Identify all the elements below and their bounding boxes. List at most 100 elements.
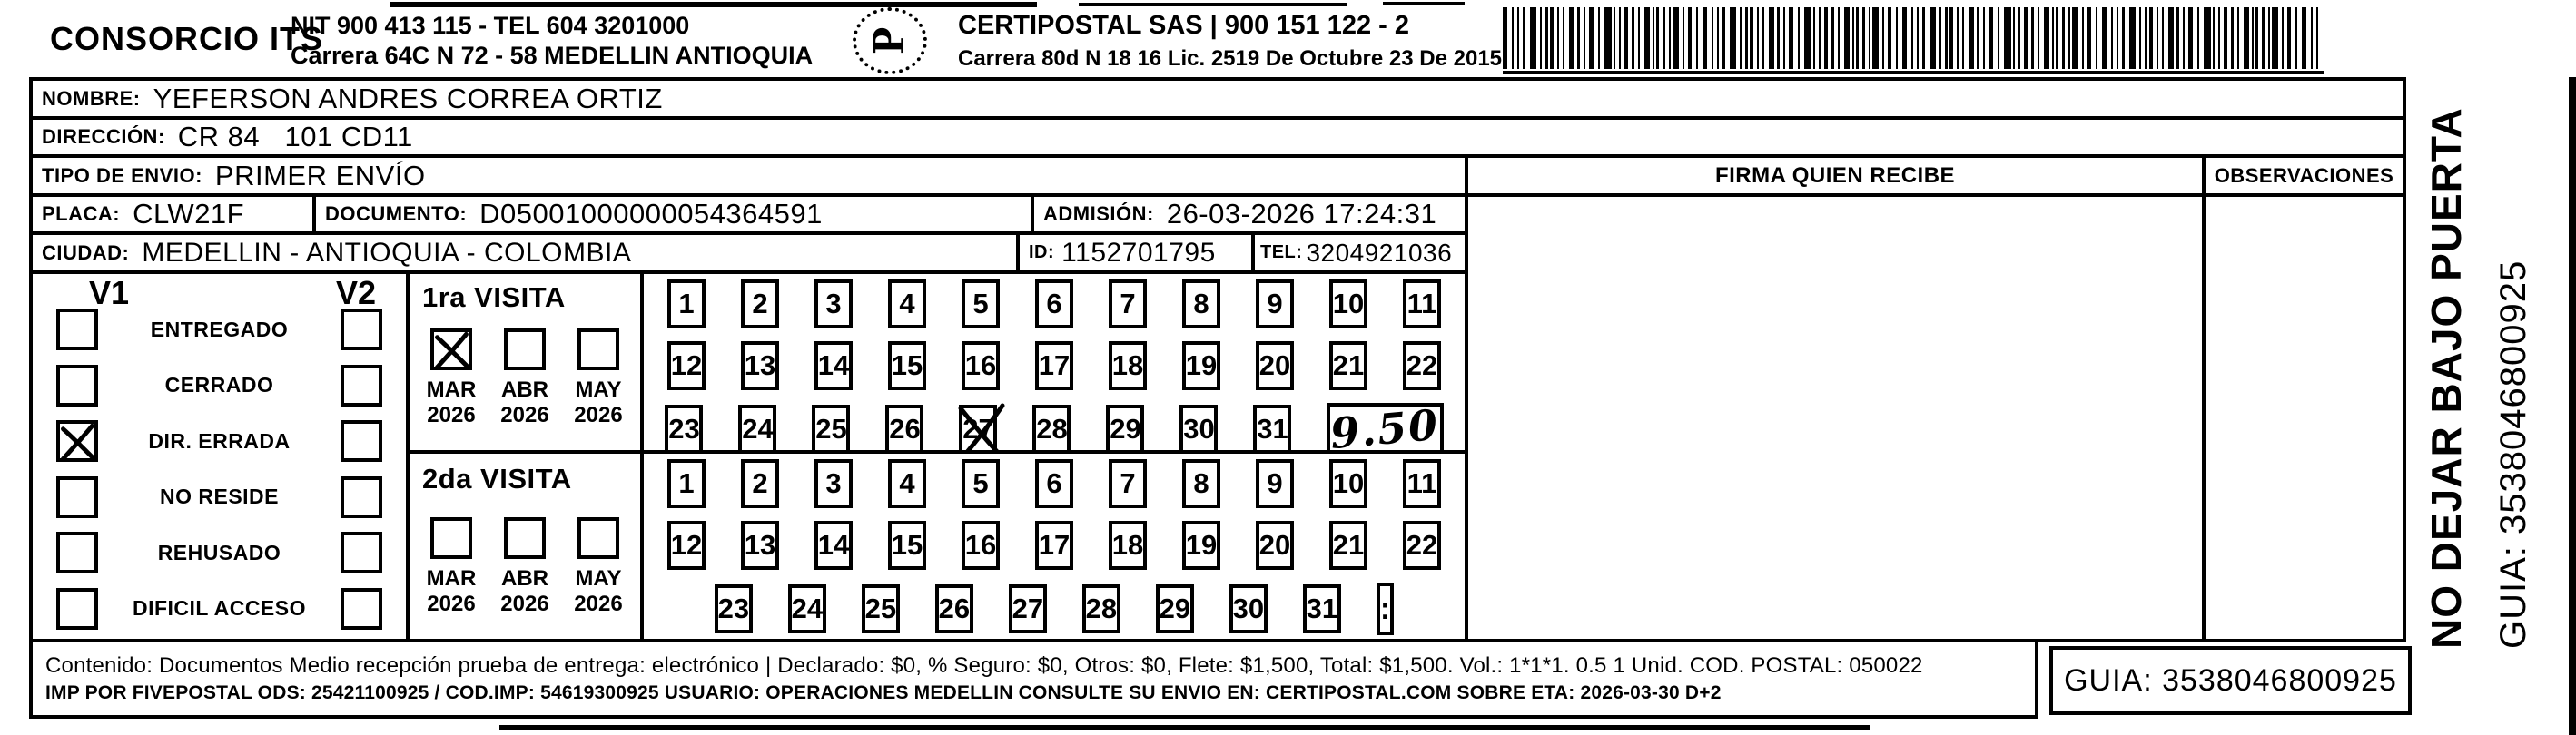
- v1-checkbox: [56, 364, 98, 407]
- v1-column-label: V1: [89, 274, 130, 311]
- status-checklist: ENTREGADO CERRADO DIR. ERRADA NO RESIDE REHU…: [33, 307, 406, 635]
- observaciones-area: [2202, 193, 2406, 642]
- scan-edge-line: [2569, 77, 2576, 735]
- v1-checkbox: [56, 420, 98, 463]
- month-checkbox: [504, 517, 546, 559]
- day-cell: 5: [962, 459, 1000, 508]
- day-cell: 3: [814, 459, 853, 508]
- day-cell: 10: [1329, 459, 1367, 508]
- scan-artifact-line: [1383, 2, 1465, 5]
- footer-content-line: Contenido: Documentos Medio recepción pr…: [45, 653, 1923, 678]
- admision-cell: ADMISIÓN: 26-03-2026 17:24:31: [1031, 193, 1468, 235]
- status-label: CERRADO: [164, 373, 274, 397]
- scan-artifact-line: [390, 2, 1037, 7]
- day-cell: 23: [714, 584, 753, 633]
- day-cell: 2: [741, 279, 779, 328]
- day-cell: 31: [1253, 405, 1292, 450]
- v1-checkbox: [56, 475, 98, 518]
- visit2-day-grid: 1 2 3 4 5 6 7 8 9 10 11 12 13 14 15 16 17 18 19 20 21 22 23 24 2…: [640, 450, 1468, 642]
- day-cell: 24: [787, 584, 826, 633]
- day-cell: 4: [888, 459, 926, 508]
- sender-company-name: CONSORCIO ITS: [50, 20, 324, 57]
- tipo-envio-label: TIPO DE ENVIO:: [42, 163, 202, 187]
- day-cell: 16: [962, 521, 1000, 570]
- month-option: ABR 2026: [496, 328, 554, 428]
- day-cell: 24: [738, 405, 777, 450]
- day-cell: 25: [812, 405, 851, 450]
- status-row: DIR. ERRADA: [56, 420, 382, 463]
- tel-label: TEL:: [1260, 242, 1303, 262]
- month-year: 2026: [500, 592, 549, 616]
- documento-label: DOCUMENTO:: [325, 202, 468, 225]
- month-option: ABR 2026: [496, 517, 554, 617]
- day-cell: 11: [1403, 459, 1441, 508]
- day-cell: 19: [1182, 521, 1220, 570]
- status-row: CERRADO: [56, 364, 382, 407]
- placa-label: PLACA:: [42, 202, 121, 225]
- observaciones-header: OBSERVACIONES: [2214, 163, 2394, 187]
- sender-address: Carrera 64C N 72 - 58 MEDELLIN ANTIOQUIA: [291, 42, 814, 69]
- day-cell: 22: [1403, 521, 1441, 570]
- footer-info-box: Contenido: Documentos Medio recepción pr…: [29, 639, 2038, 719]
- side-note-guia: GUIA: 3538046800925: [2493, 260, 2533, 649]
- day-cell: 29: [1106, 405, 1145, 450]
- v2-checkbox: [341, 364, 382, 407]
- day-cell: 21: [1329, 521, 1367, 570]
- month-year: 2026: [500, 403, 549, 427]
- id-cell: ID: 1152701795: [1016, 231, 1255, 274]
- v2-checkbox: [341, 420, 382, 463]
- day-cell: 6: [1035, 279, 1073, 328]
- visit1-title: 1ra VISITA: [422, 281, 566, 313]
- day-cell: 28: [1081, 584, 1120, 633]
- id-label: ID:: [1029, 242, 1055, 262]
- day-cell: 14: [814, 341, 853, 390]
- v2-column-label: V2: [336, 274, 377, 311]
- day-grid-row: 12 13 14 15 16 17 18 19 20 21 22: [667, 521, 1441, 570]
- v2-checkbox: [341, 309, 382, 350]
- day-cell: 5: [962, 279, 1000, 328]
- day-grid-row: 1 2 3 4 5 6 7 8 9 10 11: [667, 459, 1441, 508]
- day-cell: 9: [1256, 279, 1294, 328]
- day-cell: 30: [1179, 405, 1219, 450]
- carrier-name: CERTIPOSTAL SAS | 900 151 122 - 2: [958, 11, 1410, 40]
- status-row: NO RESIDE: [56, 475, 382, 518]
- placa-cell: PLACA: CLW21F: [29, 193, 316, 235]
- day-cell: 12: [667, 521, 706, 570]
- v1-checkbox: [56, 309, 98, 350]
- day-cell: 14: [814, 521, 853, 570]
- status-label: NO RESIDE: [159, 485, 280, 509]
- day-cell: 7: [1109, 279, 1147, 328]
- placa-value: CLW21F: [133, 198, 245, 230]
- time-cell: :: [1376, 583, 1395, 635]
- tipo-envio-row: TIPO DE ENVIO: PRIMER ENVÍO: [29, 154, 1468, 197]
- month-year: 2026: [574, 403, 623, 427]
- status-label: REHUSADO: [157, 540, 281, 564]
- nombre-label: NOMBRE:: [42, 86, 141, 110]
- month-name: MAR: [426, 566, 477, 591]
- direccion-row: DIRECCIÓN: CR 84 101 CD11: [29, 116, 2406, 158]
- day-cell: 3: [814, 279, 853, 328]
- month-option: MAY 2026: [569, 328, 627, 428]
- day-cell: 15: [888, 521, 926, 570]
- day-cell: 15: [888, 341, 926, 390]
- month-option: MAY 2026: [569, 517, 627, 617]
- day-cell: 20: [1256, 341, 1294, 390]
- visit1-month-panel: 1ra VISITA MAR 2026 ABR 2026 MAY 2026: [406, 270, 644, 454]
- day-grid-row: 1 2 3 4 5 6 7 8 9 10 11: [667, 279, 1441, 328]
- day-cell: 1: [667, 279, 706, 328]
- id-value: 1152701795: [1061, 237, 1216, 268]
- delivery-status-panel: V1 V2 ENTREGADO CERRADO DIR. ERRADA NO RESI…: [29, 270, 410, 642]
- day-cell: 9: [1256, 459, 1294, 508]
- v1-checkbox: [56, 532, 98, 574]
- firma-header-cell: FIRMA QUIEN RECIBE: [1465, 154, 2206, 197]
- nombre-value: YEFERSON ANDRES CORREA ORTIZ: [153, 82, 663, 114]
- day-cell: 20: [1256, 521, 1294, 570]
- day-cell: 30: [1229, 584, 1268, 633]
- status-row: DIFICIL ACCESO: [56, 587, 382, 630]
- day-grid-row: 23 24 25 26 27 28 29 30 31 9.50: [665, 399, 1444, 454]
- side-note: NO DEJAR BAJO PUERTA GUIA: 3538046800925: [2411, 77, 2556, 649]
- handwritten-time: 9.50: [1328, 399, 1442, 454]
- scan-artifact-line: [1079, 3, 1347, 6]
- footer-imp-line: IMP POR FIVEPOSTAL ODS: 25421100925 / CO…: [45, 682, 1722, 703]
